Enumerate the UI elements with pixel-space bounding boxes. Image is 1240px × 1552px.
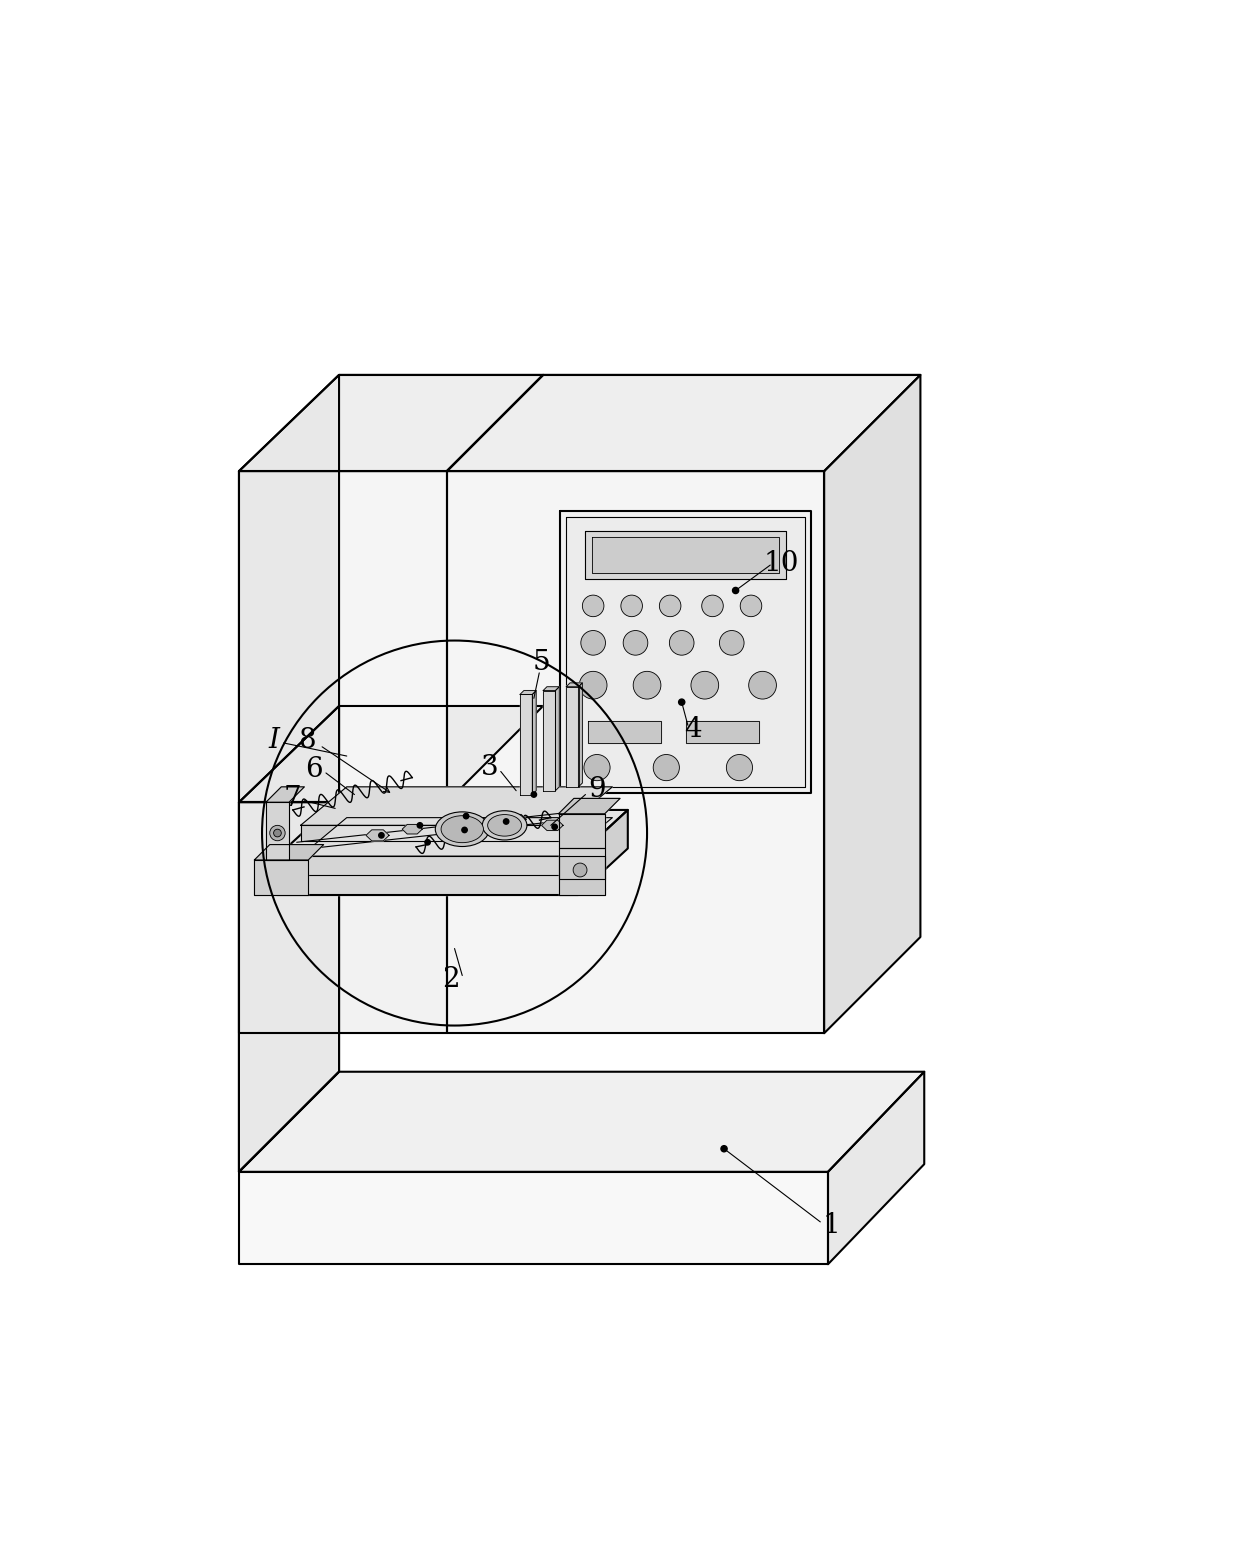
Circle shape [653, 754, 680, 781]
Polygon shape [239, 376, 339, 1172]
Circle shape [461, 827, 467, 833]
Polygon shape [825, 376, 920, 1034]
Polygon shape [579, 683, 583, 787]
Polygon shape [567, 686, 579, 787]
Polygon shape [300, 787, 613, 826]
Polygon shape [300, 818, 613, 857]
Polygon shape [585, 531, 786, 579]
Polygon shape [543, 686, 559, 691]
Circle shape [583, 594, 604, 616]
Circle shape [378, 833, 384, 838]
Circle shape [691, 672, 719, 698]
Polygon shape [828, 1072, 924, 1265]
Circle shape [552, 824, 557, 830]
Polygon shape [446, 472, 825, 1034]
Polygon shape [366, 830, 389, 841]
Polygon shape [265, 787, 304, 802]
Polygon shape [254, 844, 324, 860]
Circle shape [624, 630, 647, 655]
Text: 4: 4 [684, 715, 702, 742]
Circle shape [634, 672, 661, 698]
Text: 2: 2 [441, 965, 460, 993]
Circle shape [425, 840, 430, 844]
Circle shape [579, 672, 608, 698]
Polygon shape [239, 1172, 828, 1265]
Circle shape [670, 630, 694, 655]
Polygon shape [239, 706, 543, 802]
Polygon shape [278, 810, 627, 857]
Polygon shape [556, 686, 559, 790]
Polygon shape [239, 472, 446, 802]
Polygon shape [239, 1072, 924, 1172]
Polygon shape [591, 537, 780, 573]
Circle shape [584, 754, 610, 781]
Circle shape [531, 792, 537, 798]
Polygon shape [558, 813, 605, 849]
Circle shape [720, 1145, 727, 1152]
Polygon shape [239, 802, 446, 1034]
Polygon shape [402, 824, 422, 833]
Polygon shape [532, 691, 536, 795]
Polygon shape [278, 857, 578, 894]
Ellipse shape [435, 812, 490, 846]
Polygon shape [239, 376, 543, 472]
Text: 7: 7 [284, 785, 301, 812]
Circle shape [719, 630, 744, 655]
Polygon shape [542, 819, 563, 830]
Polygon shape [446, 376, 920, 472]
Polygon shape [300, 826, 567, 841]
Polygon shape [567, 683, 583, 686]
Polygon shape [300, 857, 567, 875]
Circle shape [733, 587, 739, 593]
Circle shape [678, 698, 684, 705]
Text: 8: 8 [298, 728, 315, 754]
Polygon shape [506, 815, 526, 824]
Circle shape [464, 813, 469, 819]
Circle shape [270, 826, 285, 841]
Polygon shape [686, 722, 759, 743]
Polygon shape [520, 694, 532, 795]
Polygon shape [543, 691, 556, 790]
Polygon shape [239, 706, 339, 1172]
Text: 1: 1 [823, 1212, 841, 1238]
Circle shape [573, 863, 587, 877]
Polygon shape [254, 860, 309, 894]
Ellipse shape [482, 810, 527, 840]
Circle shape [749, 672, 776, 698]
Text: 10: 10 [764, 549, 800, 577]
Polygon shape [578, 810, 627, 894]
Circle shape [503, 819, 508, 824]
Circle shape [417, 823, 423, 829]
Polygon shape [588, 722, 661, 743]
Text: 9: 9 [588, 776, 606, 802]
Circle shape [702, 594, 723, 616]
Text: I: I [268, 728, 279, 754]
Polygon shape [265, 802, 289, 860]
Circle shape [740, 594, 761, 616]
Circle shape [274, 829, 281, 837]
Polygon shape [567, 517, 805, 787]
Circle shape [727, 754, 753, 781]
Ellipse shape [487, 815, 522, 837]
Polygon shape [558, 798, 620, 813]
Polygon shape [520, 691, 536, 694]
Text: 6: 6 [305, 756, 324, 784]
Ellipse shape [441, 816, 484, 843]
Circle shape [580, 630, 605, 655]
Text: 3: 3 [480, 754, 498, 781]
Text: 5: 5 [533, 649, 551, 675]
Polygon shape [558, 849, 605, 880]
Circle shape [660, 594, 681, 616]
Polygon shape [560, 511, 811, 793]
Circle shape [621, 594, 642, 616]
Polygon shape [558, 857, 605, 894]
